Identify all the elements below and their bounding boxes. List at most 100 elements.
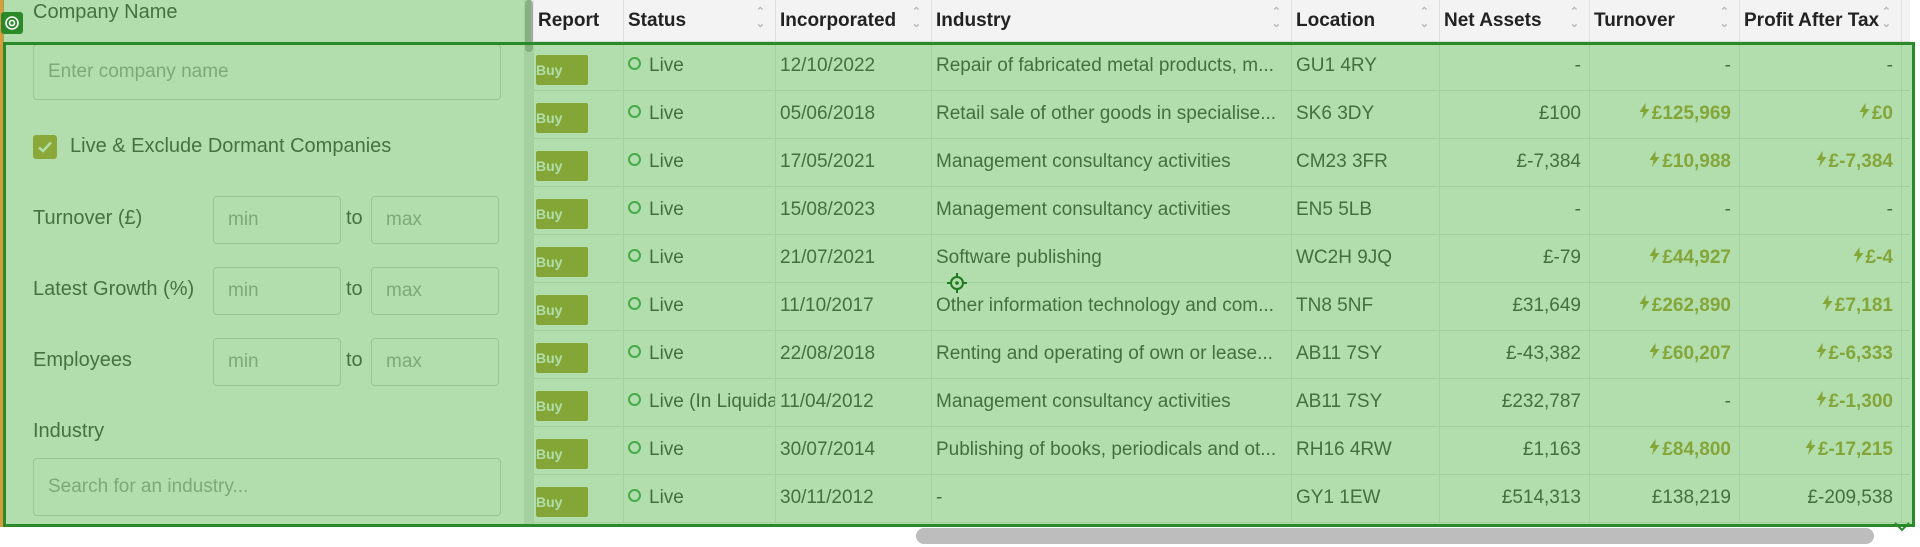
employees-min-input[interactable] (213, 338, 341, 386)
net-assets-cell: £-7,384 (1440, 138, 1590, 186)
header-industry[interactable]: Industry ⌃ ⌄ (932, 0, 1292, 41)
sort-arrows-icon[interactable]: ⌃ ⌄ (1569, 6, 1579, 30)
buy-report-button[interactable]: Buy (536, 391, 588, 421)
industry-cell: Management consultancy activities (932, 378, 1292, 426)
turnover-max-input[interactable] (371, 196, 499, 244)
buy-report-button[interactable]: Buy (536, 151, 588, 181)
buy-report-button[interactable]: Buy (536, 199, 588, 229)
chevron-down-icon (1894, 522, 1910, 532)
sort-arrows-icon[interactable]: ⌃ ⌄ (1719, 6, 1729, 30)
profit-after-tax-cell[interactable]: £-17,215 (1740, 426, 1902, 474)
turnover-cell: £138,219 (1590, 474, 1740, 522)
buy-report-button[interactable]: Buy (536, 439, 588, 469)
report-cell: Buy (534, 330, 624, 378)
value-text: - (1886, 199, 1893, 220)
lightning-icon (1822, 282, 1833, 330)
table-row[interactable]: Buy Live 30/07/2014 Publishing of books, pe… (534, 426, 1910, 475)
industry-cell: Management consultancy activities (932, 138, 1292, 186)
lightning-icon (1805, 426, 1816, 474)
value-text: - (1886, 55, 1893, 76)
value-text: £-6,333 (1828, 343, 1893, 364)
location-cell: AB11 7SY (1292, 378, 1440, 426)
profit-after-tax-cell: - (1740, 186, 1902, 234)
sort-arrows-icon[interactable]: ⌃ ⌄ (755, 6, 765, 30)
table-row[interactable]: Buy Live 15/08/2023 Management consultancy … (534, 186, 1910, 235)
industry-search-input[interactable] (33, 458, 501, 516)
status-dot-icon (628, 489, 641, 503)
turnover-cell: - (1590, 378, 1740, 426)
table-row[interactable]: Buy Live 05/06/2018 Retail sale of other go… (534, 90, 1910, 139)
employees-max-input[interactable] (371, 338, 499, 386)
profit-after-tax-cell[interactable]: £7,181 (1740, 282, 1902, 330)
status-cell: Live (624, 474, 776, 522)
report-cell: Buy (534, 426, 624, 474)
horizontal-scrollbar[interactable] (916, 528, 1874, 544)
status-dot-icon (628, 57, 641, 71)
header-location[interactable]: Location ⌃ ⌄ (1292, 0, 1440, 41)
buy-report-button[interactable]: Buy (536, 343, 588, 373)
table-row[interactable]: Buy Live 22/08/2018 Renting and operating o… (534, 330, 1910, 379)
value-text: £0 (1871, 103, 1893, 124)
header-report[interactable]: Report (534, 0, 624, 41)
buy-report-button[interactable]: Buy (536, 295, 588, 325)
growth-min-input[interactable] (213, 267, 341, 315)
turnover-min-input[interactable] (213, 196, 341, 244)
table-row[interactable]: Buy Live 11/10/2017 Other information techn… (534, 282, 1910, 331)
buy-report-button[interactable]: Buy (536, 487, 588, 517)
net-assets-cell: £100 (1440, 90, 1590, 138)
location-cell: AB11 7SY (1292, 330, 1440, 378)
sort-arrows-icon[interactable]: ⌃ ⌄ (1419, 6, 1429, 30)
turnover-cell[interactable]: £262,890 (1590, 282, 1740, 330)
results-table: Report Status ⌃ ⌄ Incorporated ⌃ ⌄ Industry ⌃ ⌄ Lo… (534, 0, 1910, 527)
profit-after-tax-cell[interactable]: £0 (1740, 90, 1902, 138)
profit-after-tax-cell: £-209,538 (1740, 474, 1902, 522)
header-turnover[interactable]: Turnover ⌃ ⌄ (1590, 0, 1740, 41)
live-dormant-checkbox[interactable] (33, 135, 57, 159)
header-status[interactable]: Status ⌃ ⌄ (624, 0, 776, 41)
growth-max-input[interactable] (371, 267, 499, 315)
header-net-assets[interactable]: Net Assets ⌃ ⌄ (1440, 0, 1590, 41)
header-incorporated[interactable]: Incorporated ⌃ ⌄ (776, 0, 932, 41)
profit-after-tax-cell[interactable]: £-1,300 (1740, 378, 1902, 426)
sidebar-scroll-thumb[interactable] (525, 0, 533, 52)
table-row[interactable]: Buy Live 30/11/2012- GY1 1EW £514,313 £138,21… (534, 474, 1910, 523)
profit-after-tax-cell[interactable]: £-6,333 (1740, 330, 1902, 378)
location-cell: TN8 5NF (1292, 282, 1440, 330)
sort-arrows-icon[interactable]: ⌃ ⌄ (1881, 6, 1891, 30)
turnover-label: Turnover (£) (33, 207, 143, 229)
turnover-cell[interactable]: £60,207 (1590, 330, 1740, 378)
header-profit-after-tax[interactable]: Profit After Tax ⌃ ⌄ (1740, 0, 1902, 41)
buy-report-button[interactable]: Buy (536, 103, 588, 133)
report-cell: Buy (534, 474, 624, 522)
turnover-cell: - (1590, 186, 1740, 234)
turnover-cell[interactable]: £84,800 (1590, 426, 1740, 474)
buy-report-button[interactable]: Buy (536, 55, 588, 85)
value-text: £44,927 (1662, 247, 1731, 268)
sort-arrows-icon[interactable]: ⌃ ⌄ (1271, 6, 1281, 30)
sidebar-accent-strip (0, 0, 4, 527)
sidebar-scrollbar[interactable] (524, 0, 534, 527)
company-name-input[interactable] (33, 44, 501, 100)
header-label: Location (1296, 10, 1376, 31)
incorporated-cell: 11/04/2012 (776, 378, 932, 426)
turnover-cell: - (1590, 42, 1740, 90)
profit-after-tax-cell[interactable]: £-7,384 (1740, 138, 1902, 186)
table-row[interactable]: Buy Live 17/05/2021 Management consultancy … (534, 138, 1910, 187)
industry-cell: Other information technology and com... (932, 282, 1292, 330)
sort-arrows-icon[interactable]: ⌃ ⌄ (911, 6, 921, 30)
value-text: £125,969 (1651, 103, 1731, 124)
turnover-cell[interactable]: £125,969 (1590, 90, 1740, 138)
table-row[interactable]: Buy Live 21/07/2021 Software publishing WC2H… (534, 234, 1910, 283)
location-cell: EN5 5LB (1292, 186, 1440, 234)
turnover-cell[interactable]: £10,988 (1590, 138, 1740, 186)
lightning-icon (1649, 138, 1660, 186)
employees-label: Employees (33, 349, 132, 371)
profit-after-tax-cell[interactable]: £-4 (1740, 234, 1902, 282)
turnover-cell[interactable]: £44,927 (1590, 234, 1740, 282)
buy-report-button[interactable]: Buy (536, 247, 588, 277)
net-assets-cell: £31,649 (1440, 282, 1590, 330)
industry-cell: Software publishing (932, 234, 1292, 282)
table-row[interactable]: Buy Live 12/10/2022 Repair of fabricated me… (534, 42, 1910, 91)
table-row[interactable]: Buy Live (In Liquidation)11/04/2012Manage… (534, 378, 1910, 427)
value-text: - (1724, 391, 1731, 412)
